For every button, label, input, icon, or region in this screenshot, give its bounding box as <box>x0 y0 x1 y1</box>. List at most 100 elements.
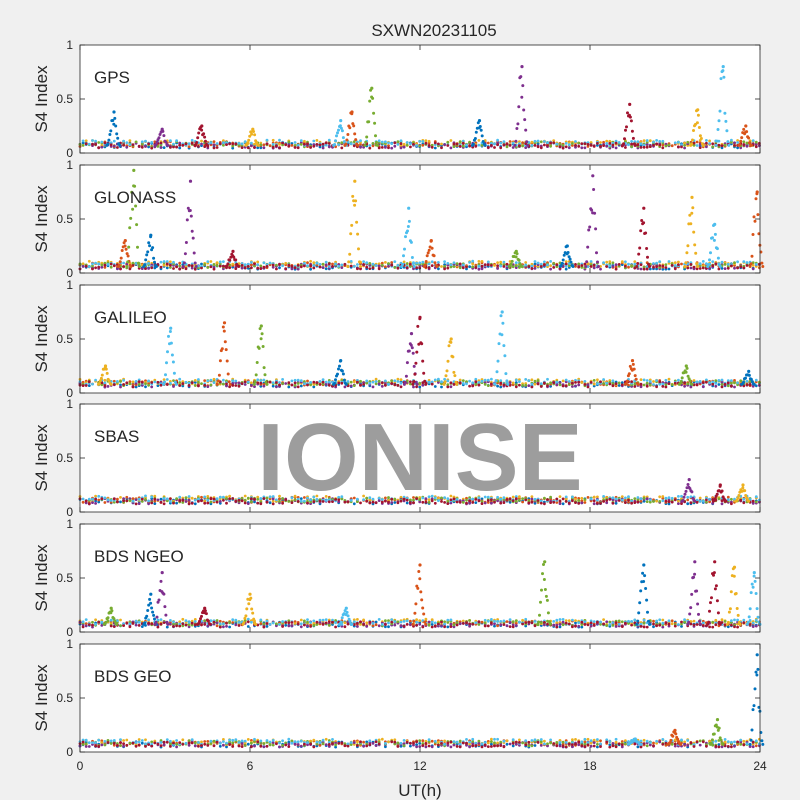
data-point <box>524 263 528 267</box>
data-point <box>122 143 125 147</box>
data-point <box>407 349 411 353</box>
data-point <box>187 145 191 149</box>
data-point <box>107 379 111 383</box>
data-point <box>234 258 238 262</box>
data-point <box>153 499 157 503</box>
data-point <box>511 141 515 145</box>
data-point <box>677 499 680 503</box>
data-point <box>290 379 294 383</box>
data-point <box>409 264 412 268</box>
data-point <box>744 376 747 380</box>
data-point <box>150 141 154 144</box>
data-point <box>103 364 108 368</box>
data-point <box>447 344 451 348</box>
data-point <box>754 197 758 201</box>
data-point <box>630 265 633 268</box>
data-point <box>473 137 477 140</box>
data-point <box>87 259 91 263</box>
data-point <box>421 383 425 387</box>
y-tick-label: 1 <box>66 38 73 52</box>
data-point <box>275 267 278 271</box>
data-point <box>287 385 291 389</box>
data-point <box>296 378 300 382</box>
data-point <box>661 264 665 268</box>
data-point <box>112 139 116 143</box>
data-point <box>365 379 369 383</box>
data-point <box>465 380 468 383</box>
data-point <box>349 260 353 263</box>
data-point <box>695 121 699 125</box>
data-point <box>410 346 414 350</box>
data-point <box>564 378 568 382</box>
data-point <box>717 497 721 501</box>
data-point <box>744 124 748 128</box>
data-point <box>262 143 266 147</box>
data-point <box>250 261 253 264</box>
data-point <box>739 146 743 150</box>
data-point <box>673 264 677 267</box>
data-point <box>533 139 537 143</box>
data-point <box>409 240 413 244</box>
data-point <box>705 141 708 145</box>
data-point <box>103 378 107 382</box>
data-point <box>116 136 120 140</box>
data-point <box>169 146 172 149</box>
data-point <box>642 143 646 147</box>
data-point <box>91 497 94 501</box>
data-point <box>327 383 331 387</box>
data-point <box>677 140 680 144</box>
data-point <box>275 381 278 384</box>
data-point <box>639 385 643 389</box>
data-point <box>727 143 731 147</box>
data-point <box>421 140 425 143</box>
data-point <box>175 145 179 149</box>
data-point <box>113 116 117 120</box>
data-point <box>742 380 745 384</box>
data-point <box>736 146 739 150</box>
data-point <box>109 141 113 145</box>
data-point <box>614 267 618 271</box>
data-point <box>254 373 258 377</box>
data-point <box>324 267 328 271</box>
data-point <box>690 211 694 215</box>
data-point <box>336 131 339 135</box>
data-point <box>374 380 378 383</box>
data-point <box>246 265 250 268</box>
data-point <box>259 146 263 150</box>
data-point <box>256 495 260 499</box>
data-point <box>147 267 151 270</box>
data-point <box>181 380 185 383</box>
data-point <box>720 385 724 389</box>
data-point <box>190 266 194 270</box>
data-point <box>749 262 753 266</box>
data-point <box>377 267 381 271</box>
data-point <box>321 378 325 381</box>
data-point <box>753 219 757 223</box>
data-point <box>422 371 426 375</box>
data-point <box>624 496 627 500</box>
data-point <box>427 248 431 252</box>
data-point <box>184 496 188 499</box>
data-point <box>346 133 350 136</box>
data-point <box>520 95 524 99</box>
data-point <box>181 265 185 268</box>
data-point <box>172 145 175 149</box>
data-point <box>84 499 88 503</box>
data-point <box>333 143 337 146</box>
data-point <box>268 144 272 148</box>
data-point <box>399 139 403 143</box>
data-point <box>698 262 702 266</box>
data-point <box>468 265 471 269</box>
data-point <box>552 262 556 265</box>
data-point <box>407 219 411 223</box>
data-point <box>518 383 521 387</box>
data-point <box>564 142 568 145</box>
data-point <box>287 263 291 267</box>
data-point <box>530 140 534 144</box>
data-point <box>399 146 403 150</box>
data-point <box>377 264 381 268</box>
data-point <box>486 141 490 145</box>
data-point <box>253 500 256 504</box>
